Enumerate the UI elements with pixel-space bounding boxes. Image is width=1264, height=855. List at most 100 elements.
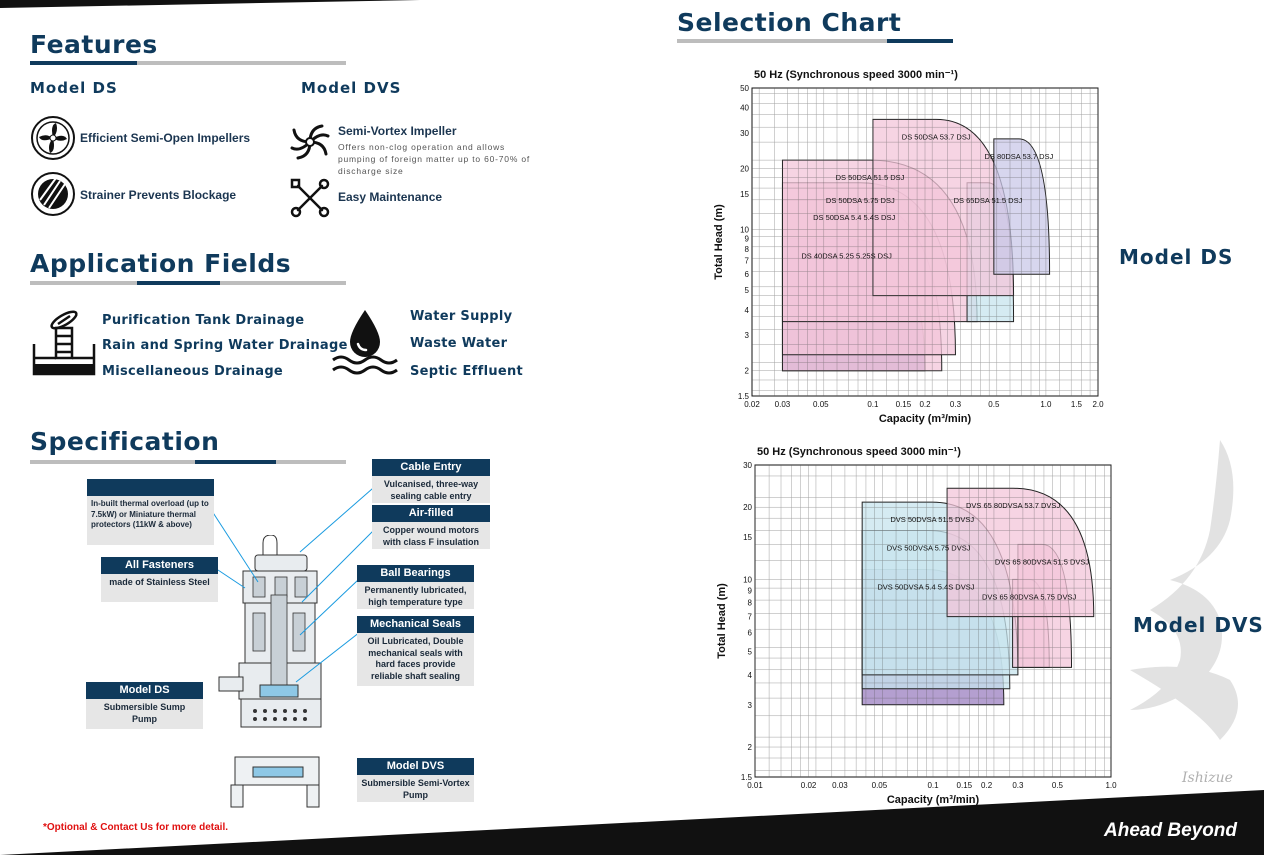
chart-title: 50 Hz (Synchronous speed 3000 min⁻¹) bbox=[757, 446, 961, 458]
tank-icon bbox=[32, 310, 96, 376]
feature-impellers: Efficient Semi-Open Impellers bbox=[80, 131, 251, 145]
app-rain: Rain and Spring Water Drainage bbox=[102, 338, 348, 353]
y-tick-0: 1.5 bbox=[741, 773, 753, 782]
impeller-icon bbox=[31, 116, 75, 160]
x-tick-1: 0.03 bbox=[775, 400, 791, 409]
y-tick-7: 8 bbox=[745, 245, 750, 254]
y-tick-1: 2 bbox=[745, 367, 750, 376]
y-tick-6: 7 bbox=[745, 257, 750, 266]
application-title: Application Fields bbox=[30, 249, 292, 278]
feature-vortex-title: Semi-Vortex Impeller bbox=[338, 124, 457, 138]
series-area-5 bbox=[946, 487, 1095, 618]
series-label-1: DS 50DSA 5.4 5.4S DSJ bbox=[813, 213, 895, 222]
x-tick-5: 0.2 bbox=[919, 400, 931, 409]
chart-title: 50 Hz (Synchronous speed 3000 min⁻¹) bbox=[754, 69, 958, 81]
y-tick-12: 30 bbox=[740, 129, 749, 138]
callout-lines bbox=[209, 481, 381, 683]
series-label-0: DS 40DSA 5.25 5.25S DSJ bbox=[801, 252, 892, 261]
model-dvs-desc: Submersible Semi-Vortex Pump bbox=[357, 775, 474, 802]
y-tick-8: 9 bbox=[745, 235, 750, 244]
y-tick-6: 7 bbox=[748, 613, 753, 622]
series-label-6: DS 80DSA 53.7 DSJ bbox=[985, 152, 1054, 161]
y-tick-14: 50 bbox=[740, 84, 749, 93]
y-tick-2: 3 bbox=[745, 331, 750, 340]
model-dvs-heading: Model DVS bbox=[301, 79, 402, 97]
x-tick-4: 0.15 bbox=[896, 400, 912, 409]
features-title: Features bbox=[30, 30, 158, 59]
y-tick-5: 6 bbox=[748, 629, 753, 638]
series-label-1: DVS 50DVSA 5.75 DVSJ bbox=[887, 543, 971, 552]
x-tick-9: 1.5 bbox=[1071, 400, 1083, 409]
feature-maintenance: Easy Maintenance bbox=[338, 190, 443, 204]
app-waste-water: Waste Water bbox=[410, 336, 508, 351]
x-tick-7: 0.5 bbox=[988, 400, 1000, 409]
y-tick-0: 1.5 bbox=[738, 392, 750, 401]
app-septic: Septic Effluent bbox=[410, 364, 524, 379]
watermark-calligraphy bbox=[1130, 440, 1238, 740]
dvs-selection-chart: 50 Hz (Synchronous speed 3000 min⁻¹) DVS … bbox=[716, 446, 1117, 806]
specification-title: Specification bbox=[30, 427, 220, 456]
x-axis-label: Capacity (m³/min) bbox=[879, 413, 972, 425]
strainer-icon bbox=[31, 172, 75, 216]
series-label-3: DVS 65 80DVSA 5.75 DVSJ bbox=[982, 592, 1076, 601]
model-ds-tag: Model DS bbox=[86, 682, 203, 699]
x-tick-3: 0.1 bbox=[867, 400, 879, 409]
x-tick-6: 0.2 bbox=[981, 781, 993, 790]
brand-logo: Ahead Beyond bbox=[1104, 820, 1237, 842]
app-water-supply: Water Supply bbox=[410, 309, 513, 324]
y-tick-11: 20 bbox=[740, 164, 749, 173]
grid bbox=[752, 88, 1099, 396]
y-tick-9: 10 bbox=[743, 575, 752, 584]
vortex-icon bbox=[290, 124, 330, 160]
series-area-6 bbox=[993, 138, 1051, 275]
y-tick-13: 40 bbox=[740, 104, 749, 113]
watermark-text: Ishizue bbox=[1182, 770, 1233, 786]
thermal-tag bbox=[87, 479, 214, 496]
y-tick-3: 4 bbox=[745, 306, 750, 315]
bearings-tag: Ball Bearings bbox=[357, 565, 474, 582]
series-label-5: DVS 65 80DVSA 53.7 DVSJ bbox=[966, 501, 1060, 510]
seals-desc: Oil Lubricated, Double mechanical seals … bbox=[357, 633, 474, 686]
selection-underline bbox=[677, 39, 953, 43]
series-label-2: DVS 50DVSA 51.5 DVSJ bbox=[890, 515, 974, 524]
series-label-2: DS 50DSA 5.75 DSJ bbox=[826, 196, 895, 205]
fasteners-tag: All Fasteners bbox=[101, 557, 218, 574]
model-ds-desc: Submersible Sump Pump bbox=[86, 699, 203, 729]
x-axis-label: Capacity (m³/min) bbox=[887, 794, 980, 806]
x-tick-10: 2.0 bbox=[1092, 400, 1104, 409]
air-filled-tag: Air-filled bbox=[372, 505, 490, 522]
fasteners-desc: made of Stainless Steel bbox=[101, 574, 218, 602]
y-tick-11: 20 bbox=[743, 503, 752, 512]
series-label-5: DS 50DSA 53.7 DSJ bbox=[902, 132, 971, 141]
feature-strainer: Strainer Prevents Blockage bbox=[80, 188, 237, 202]
grid bbox=[754, 465, 1112, 777]
y-tick-4: 5 bbox=[745, 286, 750, 295]
application-underline bbox=[30, 281, 346, 285]
features-underline bbox=[30, 61, 346, 65]
x-tick-2: 0.03 bbox=[832, 781, 848, 790]
x-tick-4: 0.1 bbox=[927, 781, 939, 790]
x-tick-5: 0.15 bbox=[957, 781, 973, 790]
x-tick-0: 0.01 bbox=[747, 781, 763, 790]
y-tick-3: 4 bbox=[748, 671, 753, 680]
y-tick-1: 2 bbox=[748, 743, 753, 752]
y-tick-10: 15 bbox=[743, 533, 752, 542]
x-tick-2: 0.05 bbox=[813, 400, 829, 409]
ds-selection-chart: 50 Hz (Synchronous speed 3000 min⁻¹) DS 4… bbox=[713, 69, 1104, 425]
y-tick-7: 8 bbox=[748, 599, 753, 608]
series-label-4: DS 65DSA 51.5 DSJ bbox=[954, 196, 1023, 205]
series-label-4: DVS 65 80DVSA 51.5 DVSJ bbox=[995, 557, 1089, 566]
specification-underline bbox=[30, 460, 346, 464]
y-axis-label: Total Head (m) bbox=[716, 583, 728, 659]
x-tick-1: 0.02 bbox=[801, 781, 817, 790]
x-tick-6: 0.3 bbox=[950, 400, 962, 409]
chart-model-ds-label: Model DS bbox=[1119, 245, 1234, 269]
y-tick-4: 5 bbox=[748, 648, 753, 657]
selection-title: Selection Chart bbox=[677, 8, 902, 37]
feature-vortex-desc: Offers non-clog operation and allows pum… bbox=[338, 142, 531, 176]
model-dvs-tag: Model DVS bbox=[357, 758, 474, 775]
y-tick-5: 6 bbox=[745, 270, 750, 279]
x-tick-0: 0.02 bbox=[744, 400, 760, 409]
brand-text: Ahead Beyond bbox=[1104, 820, 1238, 841]
